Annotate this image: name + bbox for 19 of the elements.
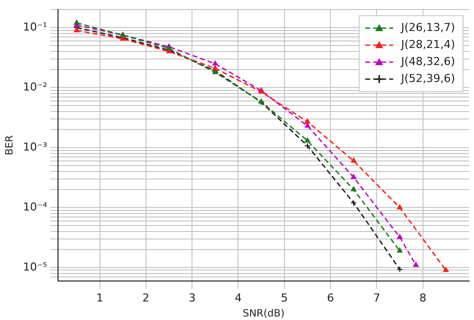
x-tick-label: 2 — [142, 291, 150, 304]
x-tick-label: 7 — [373, 291, 380, 304]
y-axis-title: BER — [4, 135, 16, 156]
legend-label: J(26,13,7) — [400, 20, 456, 34]
legend-label: J(52,39,6) — [400, 72, 456, 85]
y-tick-label: 10⁻⁵ — [22, 260, 48, 274]
legend-label: J(48,32,6) — [400, 54, 456, 68]
x-tick-label: 8 — [419, 291, 426, 304]
x-axis-title: SNR(dB) — [242, 308, 285, 320]
y-tick-label: 10⁻³ — [22, 140, 48, 154]
x-tick-label: 3 — [188, 291, 196, 304]
x-tick-label: 1 — [96, 291, 104, 304]
y-tick-label: 10⁻⁴ — [22, 200, 48, 214]
x-tick-label: 5 — [280, 291, 288, 304]
x-tick-label: 4 — [234, 291, 242, 304]
legend-label: J(28,21,4) — [400, 38, 456, 51]
y-tick-label: 10⁻¹ — [22, 20, 48, 34]
y-tick-label: 10⁻² — [22, 80, 48, 94]
x-tick-label: 6 — [327, 291, 334, 304]
